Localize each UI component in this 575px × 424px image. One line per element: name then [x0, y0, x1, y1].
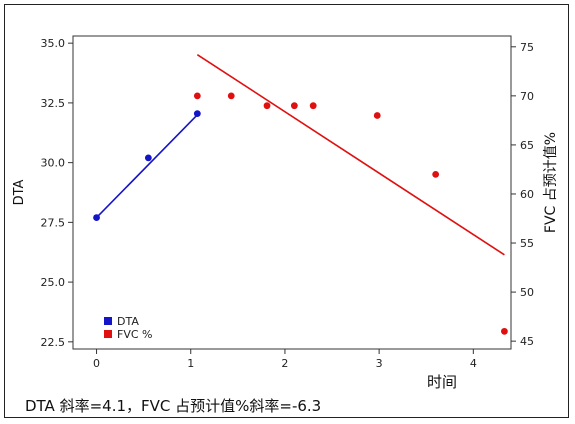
fvc-point — [227, 92, 235, 100]
dta-point — [144, 154, 152, 162]
dta-point — [193, 110, 201, 118]
fvc-point — [263, 102, 271, 110]
y-tick-label: 25.0 — [41, 276, 66, 289]
x-tick-label: 1 — [187, 357, 194, 370]
y-tick-label: 32.5 — [41, 97, 66, 110]
y2-tick-label: 65 — [520, 139, 534, 152]
chart-frame: 0 1 2 3 4 22.5 25.0 27.5 30.0 32.5 35.0 45 50 55 60 65 7… — [4, 4, 569, 418]
plot-area — [72, 35, 512, 350]
y2-tick-label: 50 — [520, 286, 534, 299]
slope-caption: DTA 斜率=4.1，FVC 占预计值%斜率=-6.3 — [25, 397, 322, 415]
y2-tick-label: 55 — [520, 237, 534, 250]
fvc-fit-line — [196, 53, 505, 256]
y2-tick-label: 45 — [520, 335, 534, 348]
fvc-point — [373, 112, 381, 119]
y2-tick-label: 75 — [520, 41, 534, 54]
y-tick-label: 30.0 — [41, 157, 66, 170]
y2-tick-label: 60 — [520, 188, 534, 201]
x-tick-label: 0 — [93, 357, 100, 370]
legend-swatch-dta — [104, 317, 112, 325]
y-tick-label: 27.5 — [41, 216, 66, 229]
y-tick-label: 35.0 — [41, 37, 66, 50]
y2-axis-label: FVC 占预计值% — [543, 132, 559, 233]
fvc-point — [193, 92, 201, 100]
dta-fit-line — [95, 114, 198, 219]
legend-label-dta: DTA — [117, 315, 139, 328]
legend-label-fvc: FVC % — [117, 328, 152, 341]
fvc-point — [309, 102, 317, 110]
fvc-point — [501, 327, 508, 335]
y2-tick-label: 70 — [520, 90, 534, 103]
fvc-point — [290, 102, 298, 110]
legend-swatch-fvc — [104, 330, 112, 338]
fvc-point — [432, 170, 440, 178]
x-axis-label: 时间 — [427, 373, 457, 391]
y-axis-label: DTA — [12, 179, 27, 205]
x-tick-label: 4 — [470, 357, 477, 370]
x-tick-label: 2 — [281, 357, 288, 370]
x-tick-label: 3 — [376, 357, 383, 370]
chart: 0 1 2 3 4 22.5 25.0 27.5 30.0 32.5 35.0 45 50 55 60 65 7… — [12, 35, 559, 391]
dta-point — [93, 214, 100, 221]
y-tick-label: 22.5 — [41, 336, 66, 349]
